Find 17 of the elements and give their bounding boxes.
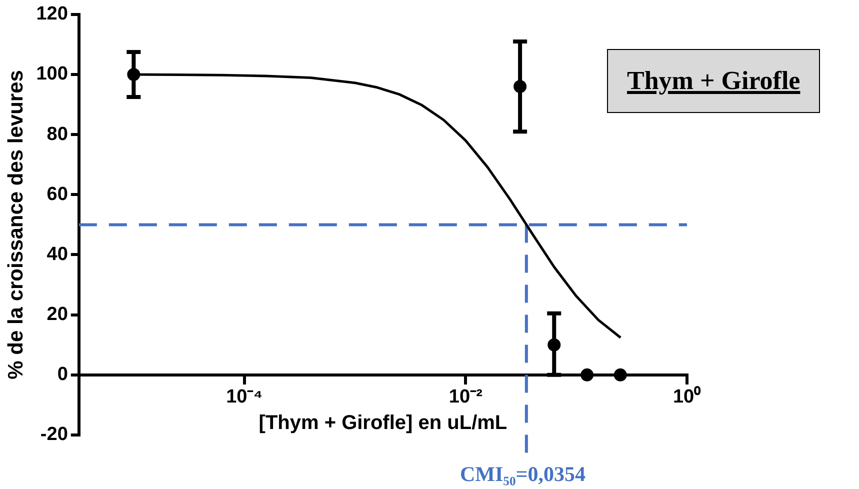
point	[580, 368, 594, 382]
y-tick-label: 0	[57, 364, 68, 386]
point	[614, 368, 627, 382]
y-tick-label: -20	[40, 424, 68, 446]
y-tick-label: 120	[36, 4, 68, 25]
x-axis-title: [Thym + Girofle] en uL/mL	[258, 412, 508, 434]
x-tick-label: 10⁻⁴	[226, 386, 263, 408]
y-axis-title: % de la croissance des levures	[4, 70, 28, 380]
y-tick-label: 100	[36, 64, 68, 85]
y-tick-label: 40	[46, 244, 68, 265]
y-tick-label: 80	[46, 124, 68, 145]
text: CMI₅₀=0,0354	[460, 462, 586, 486]
y-tick-label: 60	[46, 184, 68, 205]
x-tick-label: 10⁰	[672, 386, 702, 408]
text: Thym + Girofle	[607, 49, 820, 113]
x-tick-label: 10⁻²	[448, 386, 482, 408]
y-tick-label: 20	[46, 304, 68, 326]
